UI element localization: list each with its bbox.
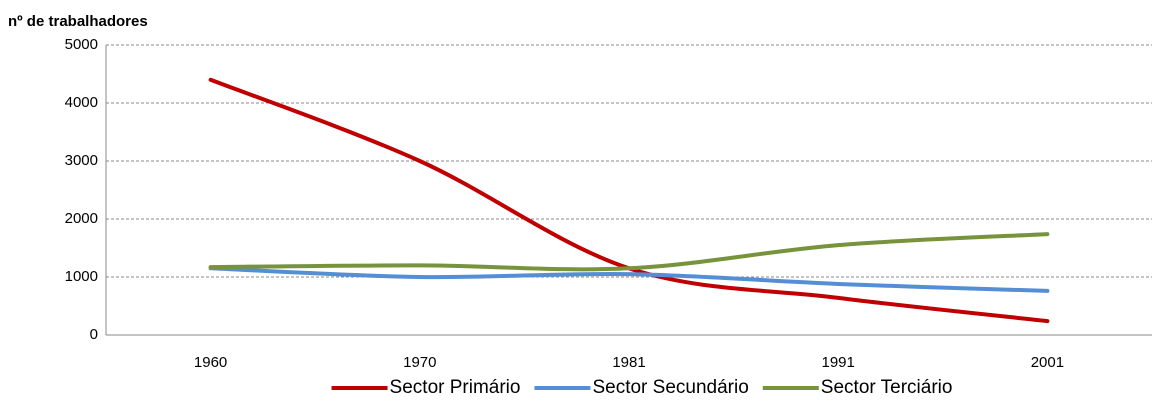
x-tick-label: 1981 — [612, 354, 645, 371]
legend-label: Sector Secundário — [592, 377, 748, 398]
y-tick-label: 2000 — [65, 210, 98, 227]
y-tick-label: 0 — [90, 326, 98, 343]
y-tick-label: 5000 — [65, 36, 98, 53]
legend-label: Sector Primário — [390, 377, 521, 398]
y-tick-label: 1000 — [65, 268, 98, 285]
line-series — [208, 232, 1050, 272]
x-tick-label: 1960 — [194, 354, 227, 371]
x-tick-label: 2001 — [1031, 354, 1064, 371]
line-series — [208, 266, 1050, 293]
y-tick-label: 4000 — [65, 94, 98, 111]
x-tick-label: 1970 — [403, 354, 436, 371]
x-tick-label: 1991 — [822, 354, 855, 371]
line-series — [208, 77, 1050, 324]
legend-label: Sector Terciário — [821, 377, 953, 398]
y-axis-label: nº de trabalhadores — [8, 13, 148, 30]
y-tick-label: 3000 — [65, 152, 98, 169]
